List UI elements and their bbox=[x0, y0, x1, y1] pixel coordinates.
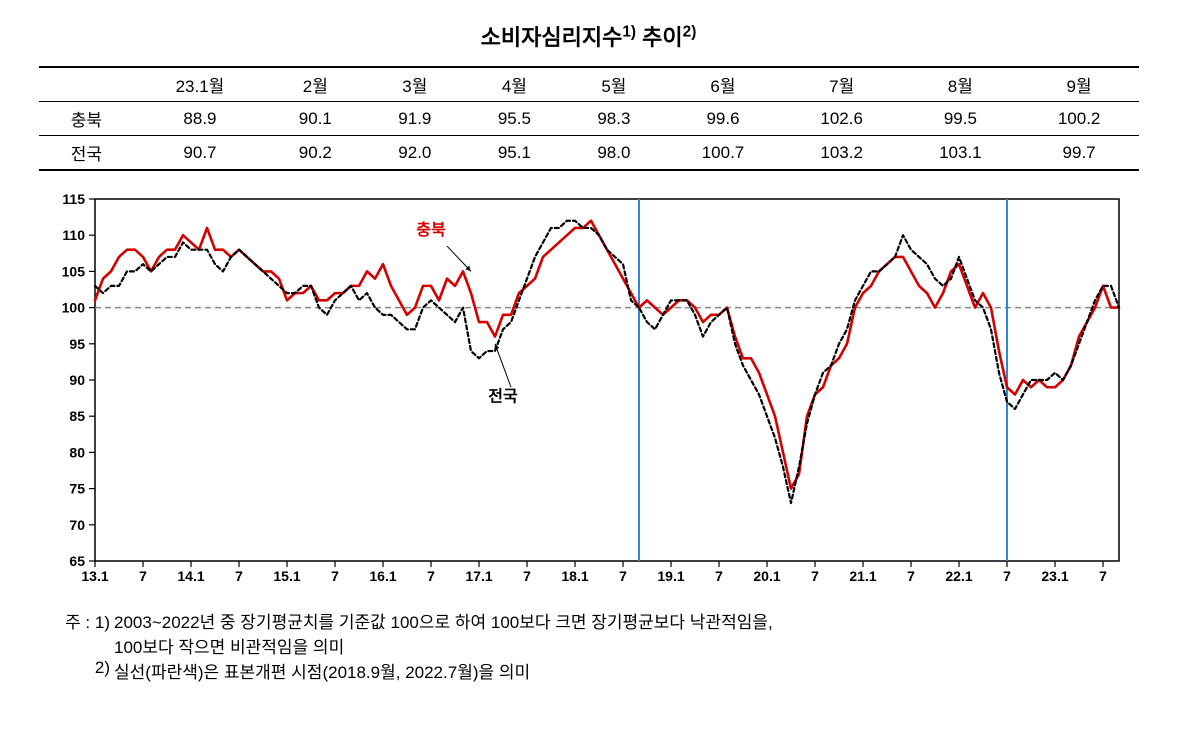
table-corner bbox=[39, 67, 135, 102]
title-sup1: 1) bbox=[622, 24, 636, 41]
svg-text:13.1: 13.1 bbox=[81, 568, 108, 584]
svg-text:95: 95 bbox=[69, 336, 85, 352]
table-cell: 91.9 bbox=[365, 102, 465, 136]
svg-text:65: 65 bbox=[69, 553, 85, 569]
table-col-header: 6월 bbox=[664, 67, 783, 102]
table-cell: 99.6 bbox=[664, 102, 783, 136]
svg-text:18.1: 18.1 bbox=[561, 568, 588, 584]
svg-text:105: 105 bbox=[61, 263, 85, 279]
svg-text:7: 7 bbox=[235, 568, 243, 584]
svg-text:80: 80 bbox=[69, 444, 85, 460]
svg-text:7: 7 bbox=[139, 568, 147, 584]
table-cell: 92.0 bbox=[365, 136, 465, 171]
table-cell: 99.7 bbox=[1020, 136, 1139, 171]
table-col-header: 8월 bbox=[901, 67, 1020, 102]
svg-text:100: 100 bbox=[61, 300, 85, 316]
table-cell: 90.1 bbox=[266, 102, 366, 136]
table-cell: 98.3 bbox=[564, 102, 664, 136]
svg-text:7: 7 bbox=[427, 568, 435, 584]
table-cell: 95.5 bbox=[465, 102, 565, 136]
table-cell: 90.2 bbox=[266, 136, 366, 171]
table-cell: 102.6 bbox=[782, 102, 901, 136]
footnote-line: 주 : 1) 2003~2022년 중 장기평균치를 기준값 100으로 하여 … bbox=[20, 608, 1157, 633]
svg-text:16.1: 16.1 bbox=[369, 568, 396, 584]
svg-text:85: 85 bbox=[69, 408, 85, 424]
chart-container: 65 70 75 80 85 90 95 100 105 110 115 13.1 7 14.1 7 15.1… bbox=[39, 189, 1139, 604]
svg-text:7: 7 bbox=[907, 568, 915, 584]
table-cell: 90.7 bbox=[134, 136, 265, 171]
footnote-prefix: 주 : 1) bbox=[20, 608, 114, 633]
table-row: 충북88.990.191.995.598.399.6102.699.5100.2 bbox=[39, 102, 1139, 136]
table-cell: 100.2 bbox=[1020, 102, 1139, 136]
series-label-충북: 충북 bbox=[416, 221, 446, 239]
line-chart: 65 70 75 80 85 90 95 100 105 110 115 13.1 7 14.1 7 15.1… bbox=[39, 189, 1139, 599]
svg-text:7: 7 bbox=[619, 568, 627, 584]
title-sup2: 2) bbox=[683, 24, 697, 41]
table-col-header: 3월 bbox=[365, 67, 465, 102]
svg-text:90: 90 bbox=[69, 372, 85, 388]
title-main: 소비자심리지수 bbox=[481, 25, 623, 50]
svg-text:115: 115 bbox=[62, 191, 85, 207]
table-col-header: 4월 bbox=[465, 67, 565, 102]
svg-text:19.1: 19.1 bbox=[657, 568, 684, 584]
svg-text:20.1: 20.1 bbox=[753, 568, 780, 584]
footnote-line: 100보다 작으면 비관적임을 의미 bbox=[20, 633, 1157, 658]
footnote-text: 100보다 작으면 비관적임을 의미 bbox=[114, 633, 1157, 658]
table-head: 23.1월2월3월4월5월6월7월8월9월 bbox=[39, 67, 1139, 102]
footnote-text: 2003~2022년 중 장기평균치를 기준값 100으로 하여 100보다 크… bbox=[114, 608, 1157, 633]
svg-text:7: 7 bbox=[715, 568, 723, 584]
table-cell: 103.1 bbox=[901, 136, 1020, 171]
table-cell: 100.7 bbox=[664, 136, 783, 171]
table-col-header: 9월 bbox=[1020, 67, 1139, 102]
svg-text:22.1: 22.1 bbox=[945, 568, 972, 584]
title-mid: 추이 bbox=[636, 25, 683, 50]
table-body: 충북88.990.191.995.598.399.6102.699.5100.2… bbox=[39, 102, 1139, 171]
table-col-header: 7월 bbox=[782, 67, 901, 102]
table-cell: 99.5 bbox=[901, 102, 1020, 136]
table-col-header: 23.1월 bbox=[134, 67, 265, 102]
table-row: 전국90.790.292.095.198.0100.7103.2103.199.… bbox=[39, 136, 1139, 171]
svg-text:7: 7 bbox=[811, 568, 819, 584]
svg-text:14.1: 14.1 bbox=[177, 568, 204, 584]
series-label-전국: 전국 bbox=[488, 388, 518, 406]
svg-text:7: 7 bbox=[1099, 568, 1107, 584]
table-cell: 103.2 bbox=[782, 136, 901, 171]
footnote-text: 실선(파란색)은 표본개편 시점(2018.9월, 2022.7월)을 의미 bbox=[114, 658, 1157, 683]
svg-text:7: 7 bbox=[331, 568, 339, 584]
table-col-header: 2월 bbox=[266, 67, 366, 102]
footnote-prefix: 2) bbox=[20, 658, 114, 683]
table-cell: 95.1 bbox=[465, 136, 565, 171]
svg-text:7: 7 bbox=[1003, 568, 1011, 584]
svg-text:23.1: 23.1 bbox=[1041, 568, 1068, 584]
svg-text:15.1: 15.1 bbox=[273, 568, 300, 584]
data-table: 23.1월2월3월4월5월6월7월8월9월 충북88.990.191.995.5… bbox=[39, 66, 1139, 171]
svg-text:70: 70 bbox=[69, 517, 85, 533]
row-label: 전국 bbox=[39, 136, 135, 171]
svg-text:17.1: 17.1 bbox=[465, 568, 492, 584]
svg-text:75: 75 bbox=[69, 481, 85, 497]
svg-text:110: 110 bbox=[62, 227, 85, 243]
page-title: 소비자심리지수1) 추이2) bbox=[20, 20, 1157, 52]
svg-text:7: 7 bbox=[523, 568, 531, 584]
svg-text:21.1: 21.1 bbox=[849, 568, 876, 584]
table-cell: 88.9 bbox=[134, 102, 265, 136]
row-label: 충북 bbox=[39, 102, 135, 136]
footnote-line: 2) 실선(파란색)은 표본개편 시점(2018.9월, 2022.7월)을 의… bbox=[20, 658, 1157, 683]
footnotes: 주 : 1) 2003~2022년 중 장기평균치를 기준값 100으로 하여 … bbox=[20, 608, 1157, 683]
table-cell: 98.0 bbox=[564, 136, 664, 171]
table-col-header: 5월 bbox=[564, 67, 664, 102]
